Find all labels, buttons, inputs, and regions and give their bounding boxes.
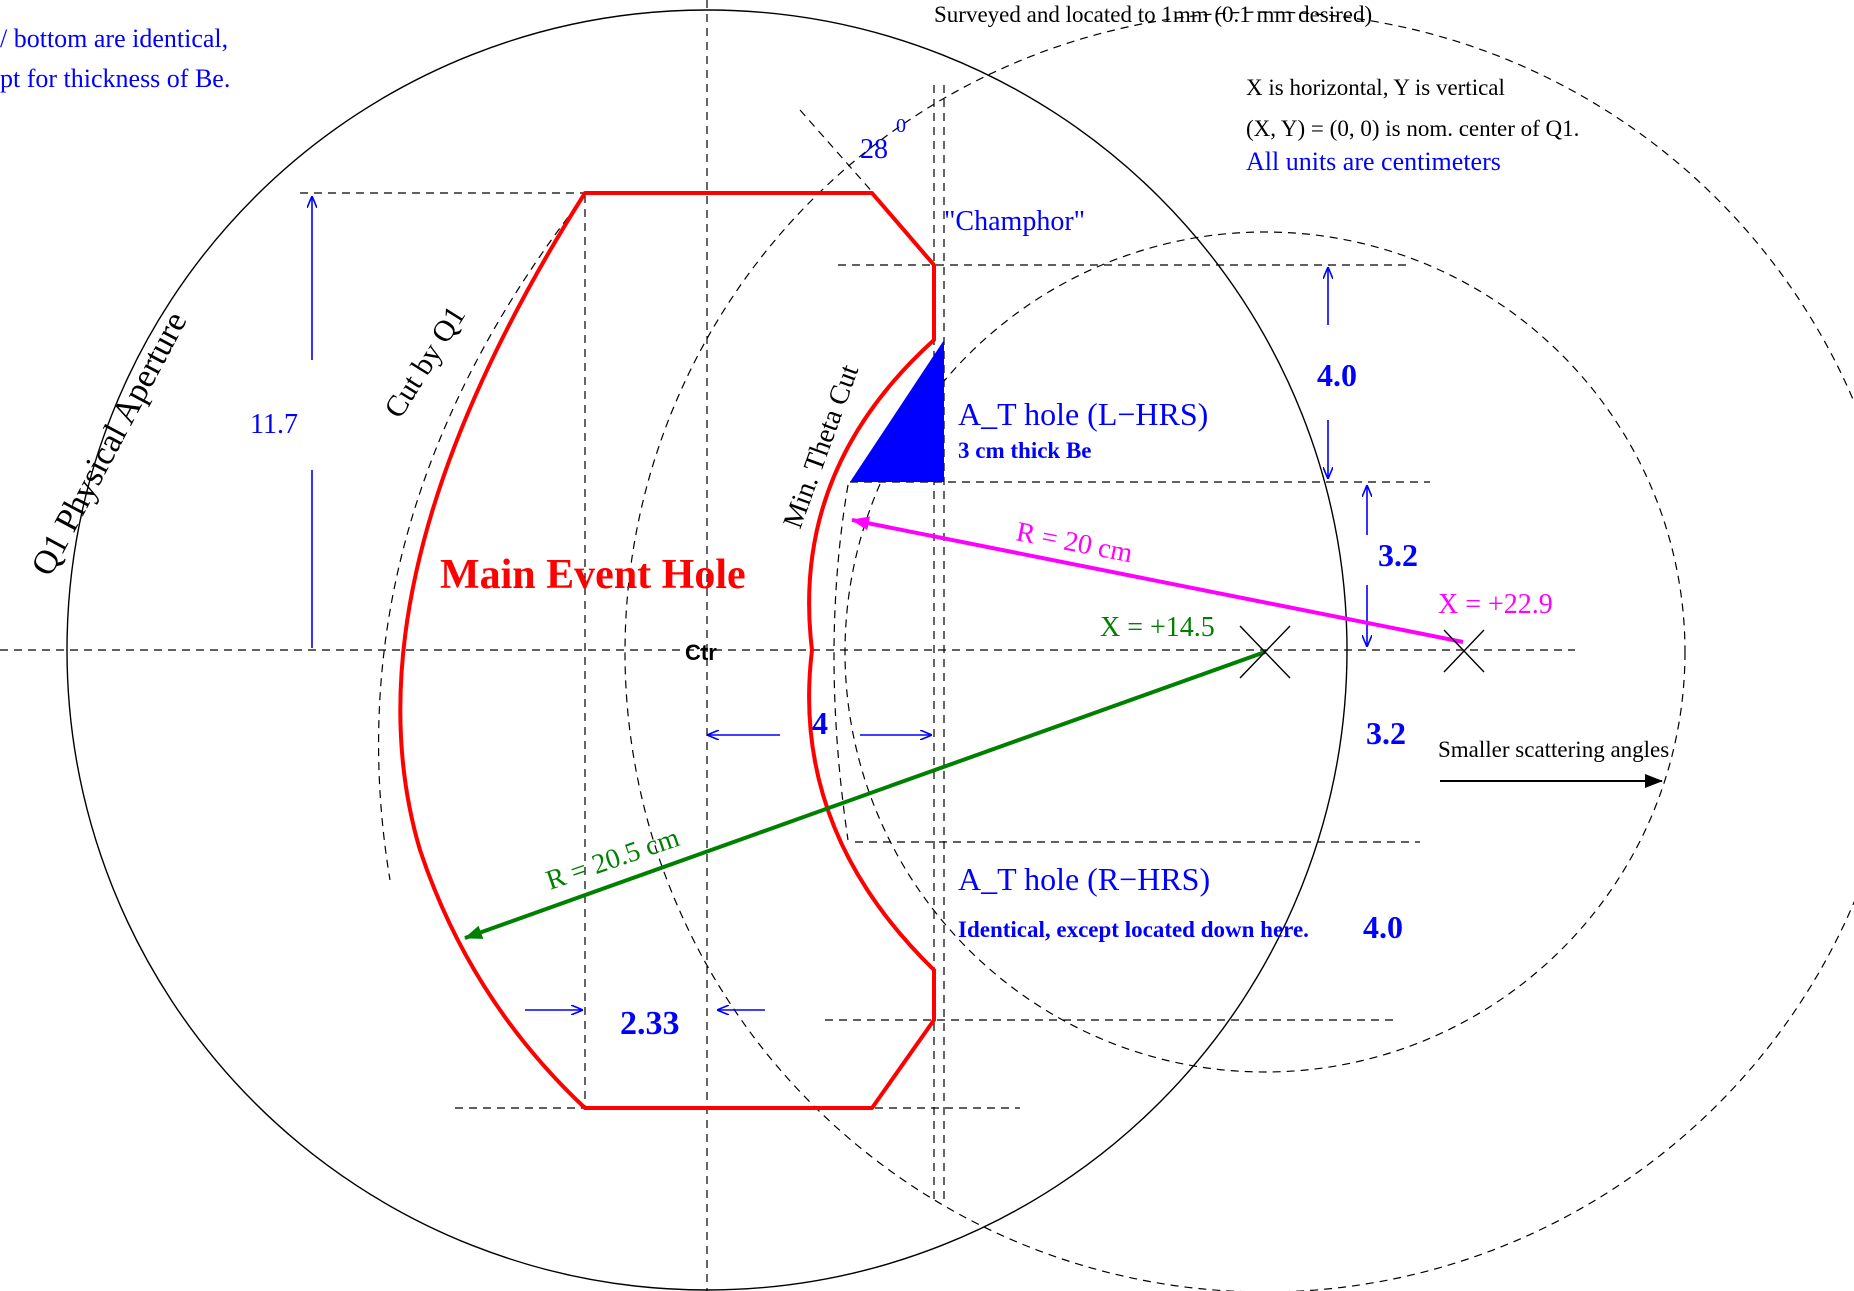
angle-value: 28 <box>860 134 888 165</box>
axes-note: X is horizontal, Y is vertical <box>1246 75 1505 100</box>
cut-q1-label: Cut by Q1 <box>378 300 472 424</box>
radius-20-label: R = 20 cm <box>1014 516 1136 569</box>
center-cross-22-9 <box>1443 629 1485 673</box>
min-theta-dashed-circle <box>844 231 1686 1073</box>
dim-4-0-top: 4.0 <box>1317 357 1357 393</box>
main-hole-label: Main Event Hole <box>440 552 746 598</box>
top-left-note-line1: / bottom are identical, <box>0 24 228 53</box>
top-left-note-line2: pt for thickness of Be. <box>0 64 230 93</box>
at-hole-l-label: A_T hole (L−HRS) <box>958 396 1208 432</box>
min-theta-arc <box>833 484 849 841</box>
radius-20-5-arrow <box>464 650 1266 940</box>
dim-3-2-upper: 3.2 <box>1378 537 1418 573</box>
origin-note: (X, Y) = (0, 0) is nom. center of Q1. <box>1246 116 1579 141</box>
main-event-hole-outline <box>398 191 936 1110</box>
scattering-note: Smaller scattering angles <box>1438 737 1669 762</box>
dimension-lines <box>312 197 1367 1010</box>
dim-4-0-bottom: 4.0 <box>1363 909 1403 945</box>
dim-2-33: 2.33 <box>620 1005 680 1042</box>
at-hole-r-label: A_T hole (R−HRS) <box>958 861 1210 897</box>
surveyed-note: Surveyed and located to 1mm (0.1 mm desi… <box>934 2 1372 27</box>
be-thickness-label: 3 cm thick Be <box>958 438 1092 463</box>
at-hole-l-triangle <box>850 340 944 482</box>
champhor-label: "Champhor" <box>944 206 1085 237</box>
x-22-9-label: X = +22.9 <box>1438 589 1553 620</box>
dim-3-2-lower: 3.2 <box>1366 715 1406 751</box>
angle-superscript: 0 <box>896 115 906 137</box>
units-note: All units are centimeters <box>1246 147 1501 176</box>
center-cross-14-5 <box>1239 625 1291 679</box>
dim-4: 4 <box>812 705 828 741</box>
dim-11-7: 11.7 <box>250 409 298 440</box>
large-dashed-arc <box>624 11 1854 1291</box>
identical-note: Identical, except located down here. <box>958 917 1309 942</box>
ctr-label: Ctr <box>685 640 717 665</box>
q1-cut-dashed-arc <box>378 194 586 881</box>
radius-20-arrow <box>851 516 1464 644</box>
x-14-5-label: X = +14.5 <box>1100 612 1215 643</box>
aperture-label: Q1 Physical Aperture <box>24 306 194 582</box>
